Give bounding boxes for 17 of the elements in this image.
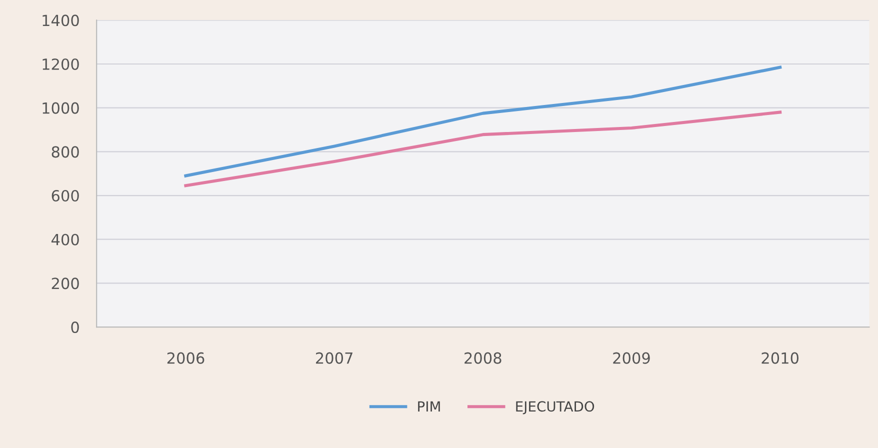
line-series	[184, 110, 782, 188]
y-tick-label: 1000	[42, 102, 79, 114]
y-tick-label: 0	[71, 322, 79, 334]
x-tick-label: 2010	[762, 352, 798, 364]
x-tick-label: 2009	[613, 352, 650, 364]
y-tick-label: 200	[52, 278, 79, 290]
legend-label: EJECUTADO	[516, 401, 594, 414]
y-tick-label: 1400	[42, 14, 79, 26]
y-tick-label: 400	[52, 234, 79, 246]
x-tick-label: 2006	[167, 352, 204, 364]
y-tick-label: 1200	[42, 58, 79, 70]
y-tick-label: 800	[52, 146, 79, 158]
legend-label: PIM	[418, 401, 440, 412]
y-tick-label: 600	[52, 190, 79, 202]
x-tick-label: 2007	[316, 352, 352, 364]
x-tick-label: 2008	[464, 352, 502, 364]
line-series	[184, 66, 782, 178]
